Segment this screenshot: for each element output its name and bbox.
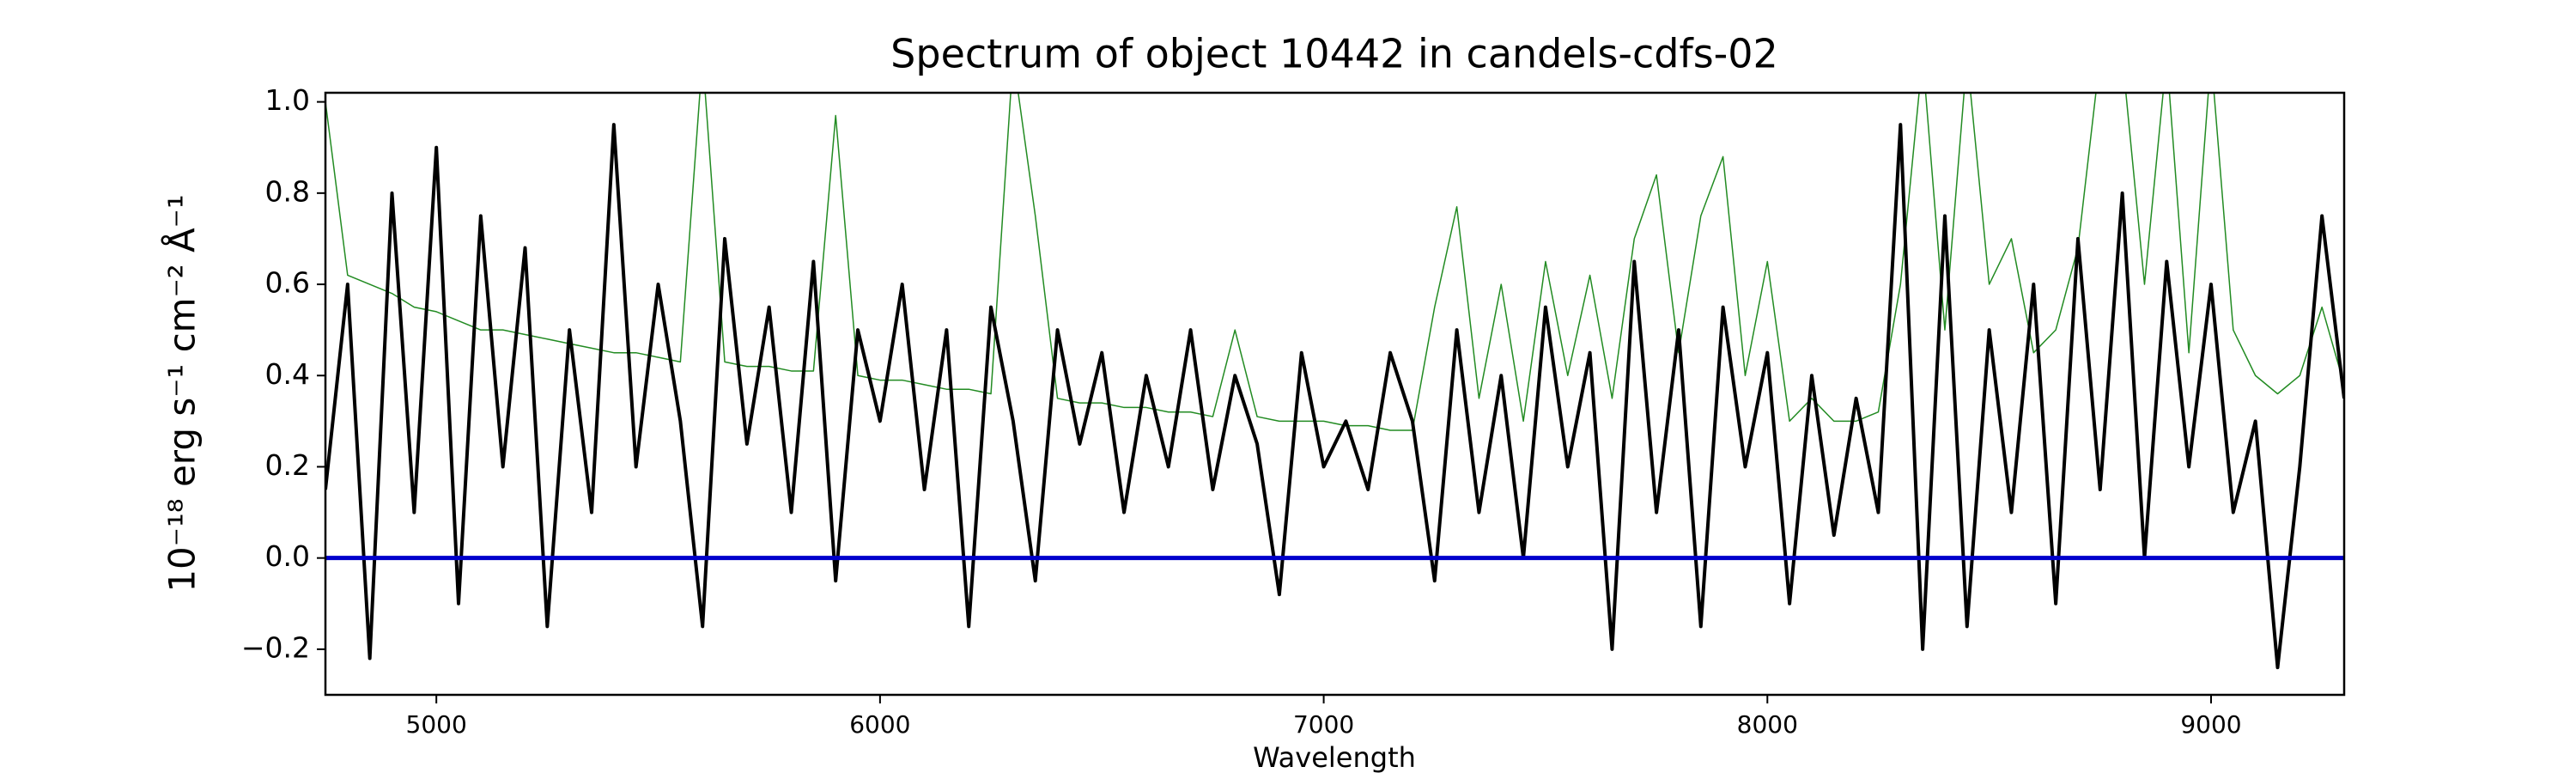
chart-title: Spectrum of object 10442 in candels-cdfs… [890,31,1778,77]
x-tick-label: 5000 [406,710,467,739]
x-tick-label: 7000 [1293,710,1354,739]
y-tick-label: 0.2 [265,448,310,482]
x-axis-label: Wavelength [1253,741,1416,773]
y-tick-label: 1.0 [265,83,310,117]
x-tick-label: 9000 [2180,710,2241,739]
y-tick-label: −0.2 [241,630,310,664]
y-tick-label: 0.8 [265,174,310,208]
y-tick-label: 0.4 [265,357,310,391]
y-axis-label: 10⁻¹⁸ erg s⁻¹ cm⁻² Å⁻¹ [161,194,204,592]
plot-area [325,93,2344,670]
spectrum-line [325,123,2344,670]
y-tick-label: 0.6 [265,266,310,300]
spectrum-line [325,93,2344,431]
y-tick-label: 0.0 [265,539,310,573]
x-tick-label: 8000 [1737,710,1798,739]
x-tick-label: 6000 [849,710,910,739]
axes-frame [324,91,2346,697]
